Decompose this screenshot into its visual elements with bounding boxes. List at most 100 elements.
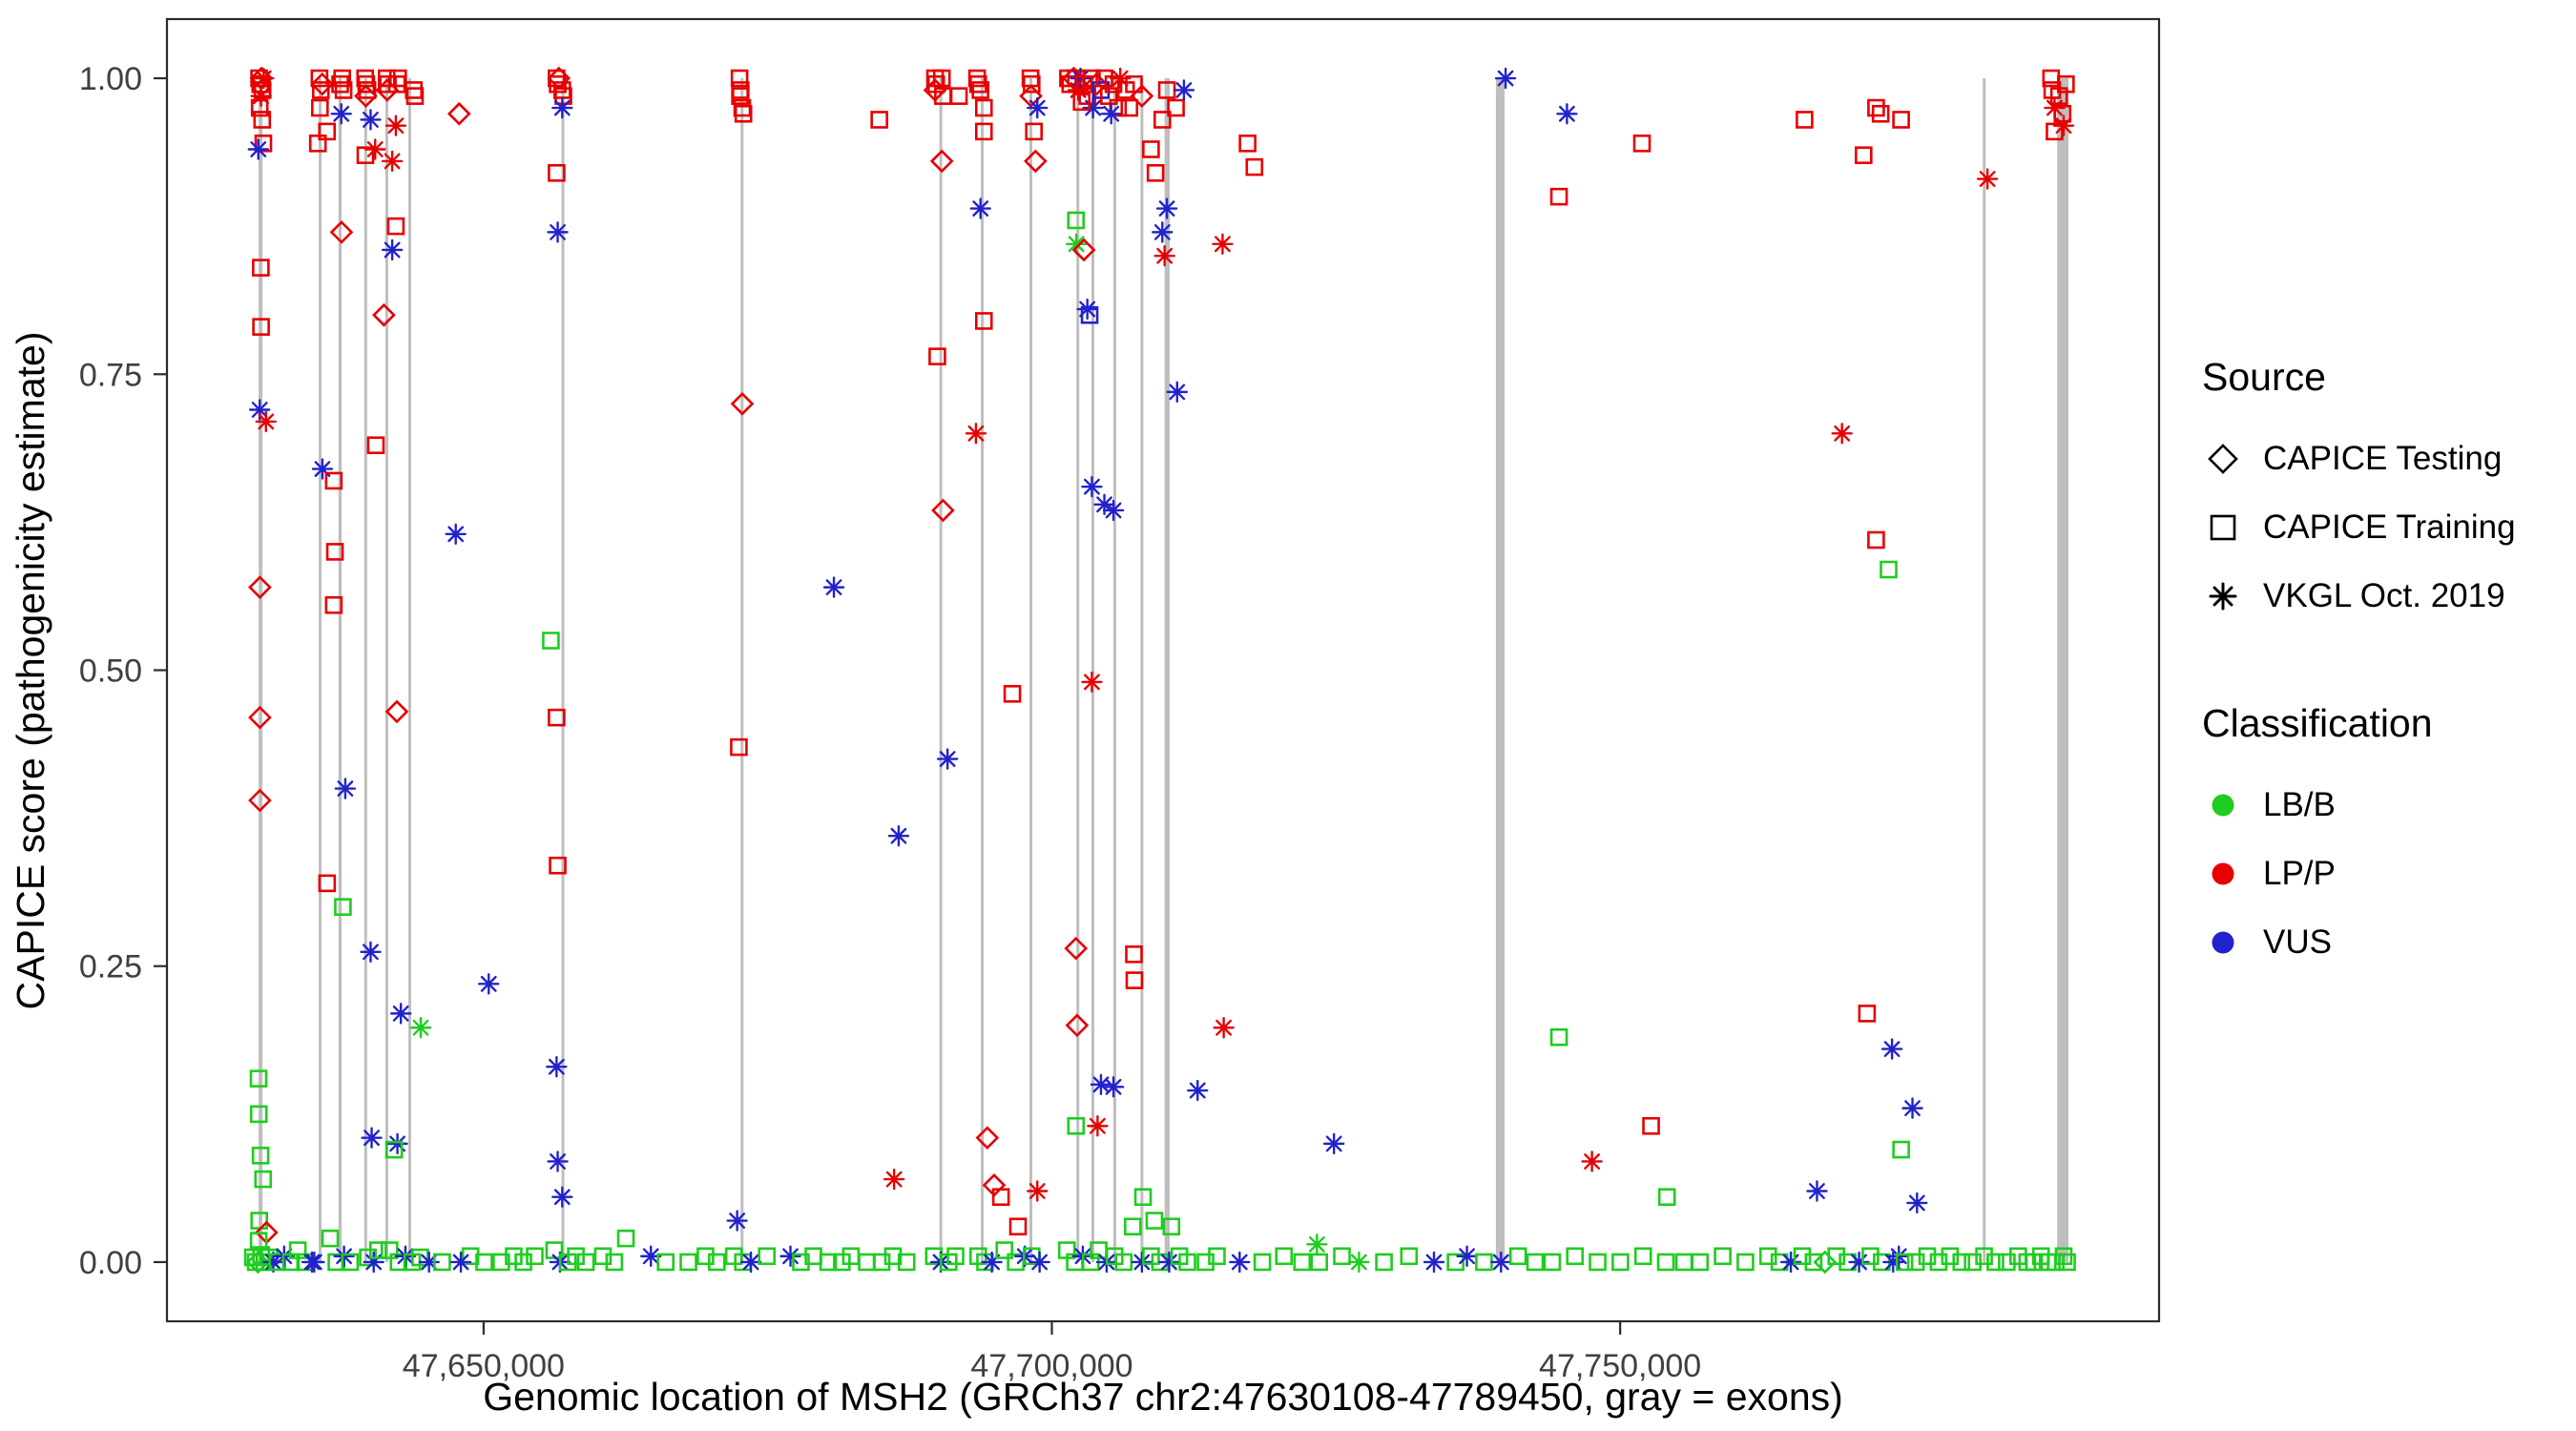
data-point [1632, 134, 1652, 153]
data-point [1871, 104, 1890, 123]
data-point [1064, 936, 1089, 961]
data-point [1153, 111, 1172, 129]
data-point [696, 1247, 715, 1266]
data-point [461, 1247, 480, 1266]
data-point [883, 1247, 903, 1266]
data-point [1003, 685, 1022, 703]
data-point [547, 1151, 569, 1172]
exon-band [338, 78, 343, 1262]
exon-band [364, 78, 367, 1262]
data-point [1611, 1253, 1630, 1272]
data-point [1072, 93, 1091, 112]
data-point [246, 1250, 270, 1275]
data-point [965, 423, 987, 445]
data-point [605, 1253, 624, 1272]
data-point [1901, 1097, 1923, 1119]
data-point [1804, 1253, 1823, 1272]
data-point [1508, 1247, 1527, 1266]
data-point [360, 941, 382, 964]
data-point [389, 1003, 412, 1025]
data-point [1120, 98, 1139, 117]
data-point [1656, 1253, 1675, 1272]
data-point [411, 1248, 429, 1267]
data-point [311, 458, 334, 480]
data-point [449, 1251, 472, 1274]
data-point [2052, 114, 2075, 136]
data-point [252, 318, 270, 336]
exon-band [259, 78, 263, 1262]
data-point [1906, 1253, 1925, 1272]
data-point [779, 1245, 801, 1267]
exon-band [1983, 78, 1986, 1262]
data-point [360, 109, 382, 131]
data-point [1657, 1188, 1676, 1207]
exon-bands-layer [259, 78, 2069, 1262]
data-point [1293, 1253, 1312, 1272]
data-point [475, 1253, 493, 1272]
legend-item-vkgl: VKGL Oct. 2019 [2202, 562, 2565, 631]
data-point [1456, 1245, 1478, 1267]
data-point [2054, 1247, 2073, 1266]
data-point [928, 347, 946, 365]
data-point [1178, 1253, 1196, 1272]
data-point [318, 122, 337, 141]
data-point [949, 87, 968, 105]
data-point [386, 1132, 408, 1155]
data-point [1145, 1212, 1164, 1230]
y-tick-label: 0.50 [79, 653, 142, 690]
data-point [334, 898, 352, 916]
data-point [616, 1229, 635, 1248]
data-point [981, 1251, 1003, 1274]
legend-item-capice-training: CAPICE Training [2202, 493, 2565, 562]
data-point [549, 74, 567, 93]
data-point [1131, 1251, 1153, 1274]
data-point [381, 150, 404, 173]
data-point [1348, 1251, 1370, 1274]
data-point [253, 67, 275, 90]
legend-label-vkgl: VKGL Oct. 2019 [2263, 577, 2505, 614]
data-point [341, 1253, 360, 1272]
data-point [1543, 1253, 1562, 1272]
data-point [1087, 1115, 1109, 1137]
exon-band [1140, 78, 1144, 1262]
data-point [1892, 1140, 1910, 1159]
data-point [1848, 1251, 1870, 1274]
data-point [358, 81, 377, 99]
data-point [505, 1247, 523, 1266]
data-point [1375, 1253, 1393, 1272]
data-point [1941, 1247, 1960, 1266]
data-point [433, 1253, 451, 1272]
data-point [366, 436, 385, 455]
data-point [1093, 493, 1115, 515]
data-point [1888, 1245, 1910, 1267]
data-point [1027, 96, 1049, 119]
data-point [1867, 98, 1885, 117]
data-point [1082, 96, 1104, 119]
data-point [325, 543, 344, 561]
data-point [1019, 84, 1043, 108]
data-point [1229, 1251, 1251, 1274]
data-point [321, 1229, 340, 1248]
data-point [1100, 103, 1122, 125]
data-point [255, 410, 277, 433]
data-point [526, 1247, 544, 1266]
exon-band [980, 78, 984, 1262]
data-point [567, 1247, 585, 1266]
data-point [310, 72, 335, 96]
data-point [324, 595, 343, 614]
data-point [1196, 1253, 1215, 1272]
data-point [932, 69, 951, 88]
data-point [1867, 530, 1885, 550]
data-point [1105, 1247, 1124, 1266]
data-point [1208, 1247, 1226, 1266]
data-point [1929, 1253, 1948, 1272]
data-point [1333, 1247, 1351, 1266]
data-point [379, 74, 397, 93]
data-point [929, 149, 954, 174]
diamond-icon [2208, 444, 2238, 474]
data-point [872, 1253, 891, 1272]
data-point [679, 1253, 697, 1272]
data-point [730, 737, 748, 757]
data-point [1880, 560, 1898, 579]
